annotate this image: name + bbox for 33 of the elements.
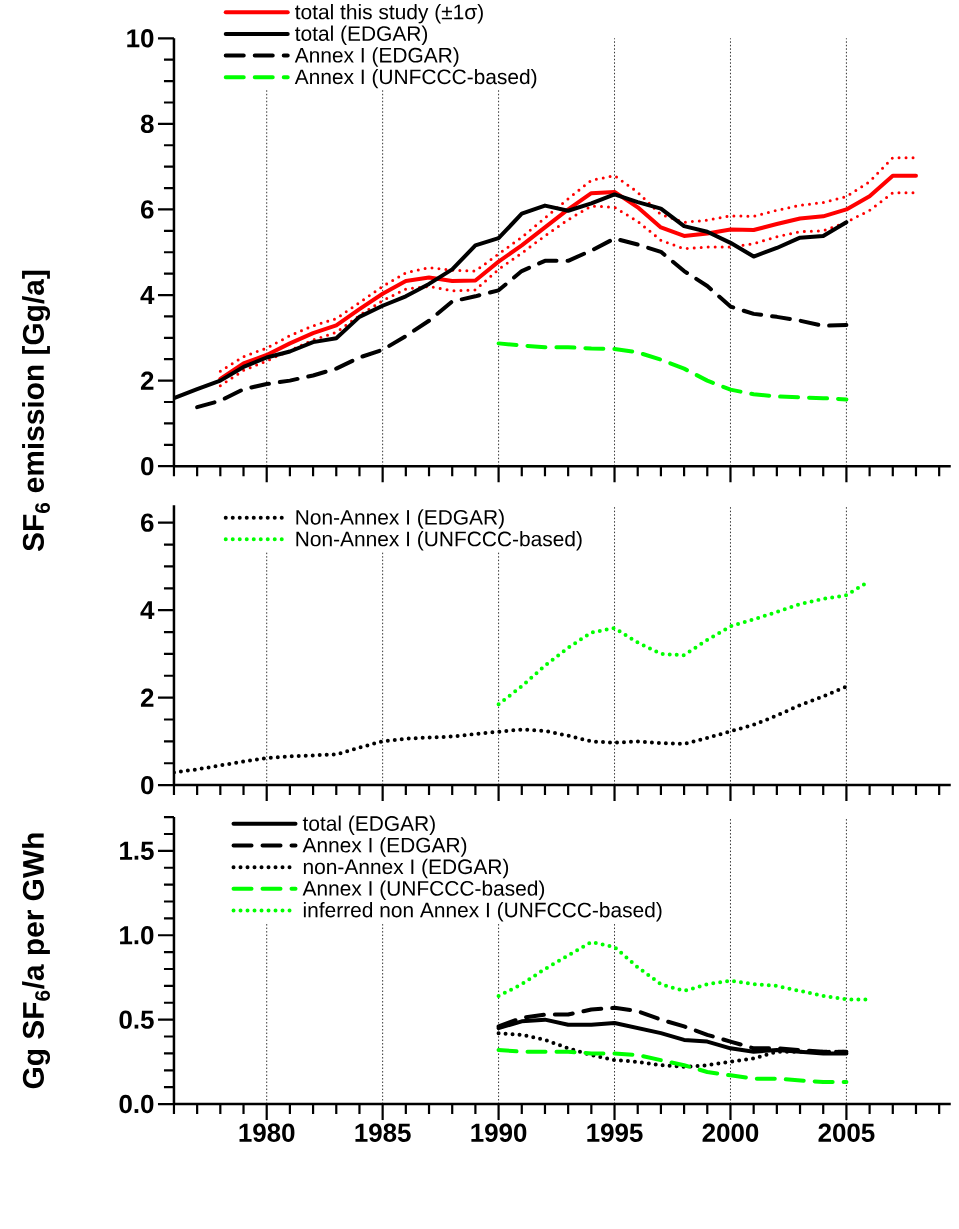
y-tick-label: 1.0 — [120, 926, 154, 945]
y-tick-label: 10 — [127, 29, 154, 48]
legend-label: Annex I (EDGAR) — [302, 837, 467, 857]
y-tick-label: 8 — [141, 114, 154, 134]
x-tick-label: 1995 — [587, 1123, 643, 1142]
legend-label: Annex I (UNFCCC-based) — [294, 68, 537, 89]
legend-label: Non-Annex I (EDGAR) — [296, 509, 504, 529]
legend-label: total (EDGAR) — [302, 815, 435, 836]
y-tick-label: 1.5 — [120, 841, 154, 860]
legend-label: Annex I (UNFCCC-based) — [302, 880, 545, 900]
y-axis-title: SF$_{6}$ emission [Gg/a] — [22, 270, 51, 552]
y-tick-label: 6 — [141, 200, 154, 219]
legend-label: total this study (±1σ) — [295, 3, 483, 24]
x-tick-label: 2000 — [702, 1123, 759, 1142]
y-tick-label: 2 — [141, 688, 154, 707]
legend-label: total (EDGAR) — [295, 25, 428, 46]
x-tick-label: 2005 — [818, 1123, 875, 1142]
y-tick-label: 4 — [140, 286, 155, 304]
legend-label: inferred non Annex I (UNFCCC-based) — [304, 902, 662, 922]
y-axis-title: Gg SF$_{6}$/a per GWh — [22, 833, 51, 1089]
legend-label: Non-Annex I (UNFCCC-based) — [296, 531, 582, 551]
x-tick-label: 1985 — [355, 1123, 411, 1142]
y-tick-label: 0 — [141, 457, 154, 476]
y-tick-label: 2 — [141, 371, 154, 390]
y-tick-label: 0.0 — [119, 1094, 154, 1114]
y-tick-label: 0.5 — [119, 1010, 154, 1029]
y-tick-label: 4 — [140, 601, 155, 620]
y-tick-label: 0 — [141, 775, 154, 795]
x-tick-label: 1980 — [239, 1123, 295, 1142]
x-tick-label: 1990 — [471, 1123, 527, 1142]
legend-label: Annex I (EDGAR) — [294, 47, 459, 67]
legend-label: non-Annex I (EDGAR) — [304, 858, 509, 879]
y-tick-label: 6 — [141, 513, 154, 532]
